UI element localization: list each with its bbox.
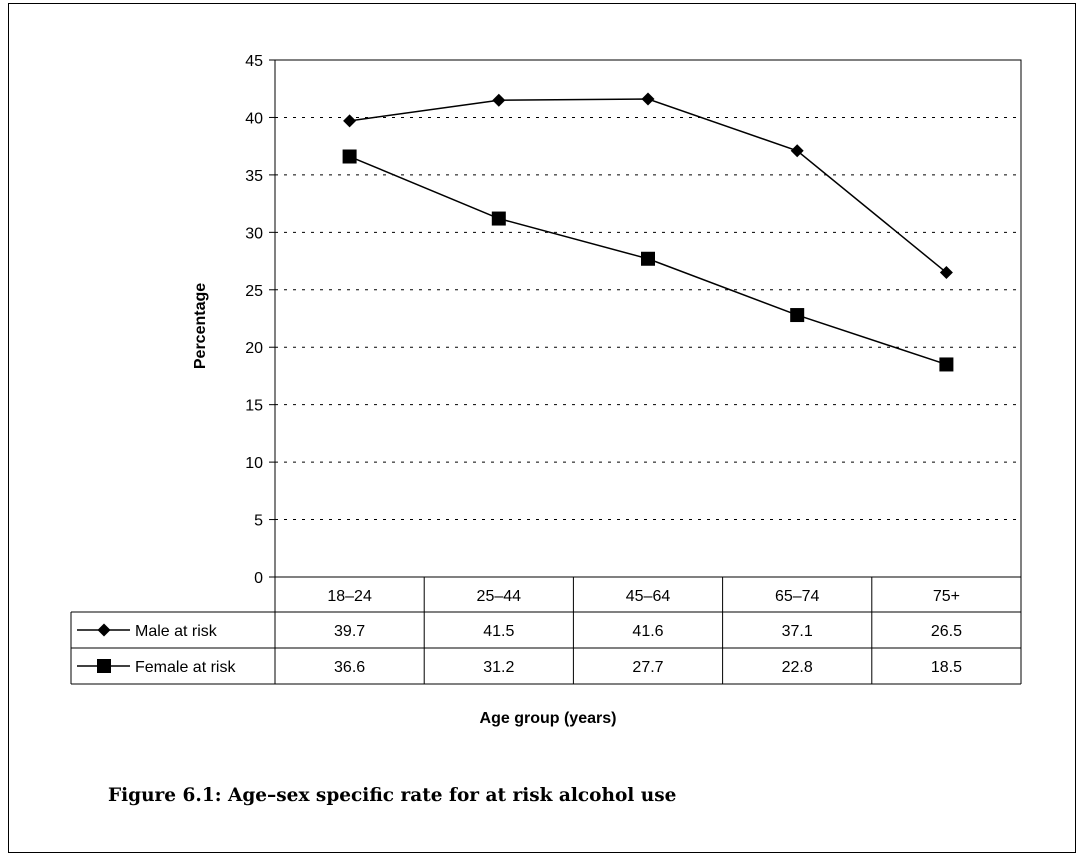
legend-key-marker: [97, 623, 111, 637]
legend-label: Male at risk: [135, 623, 218, 640]
data-label: 39.7: [334, 623, 365, 640]
y-tick-label: 25: [245, 283, 263, 300]
y-axis-title: Percentage: [192, 283, 209, 369]
data-point: [641, 251, 655, 266]
figure-caption: Figure 6.1: Age–sex specific rate for at…: [108, 785, 677, 806]
data-label: 37.1: [782, 623, 813, 640]
category-label: 75+: [933, 588, 960, 605]
data-label: 27.7: [632, 659, 663, 676]
x-axis-title: Age group (years): [480, 710, 617, 727]
y-tick-label: 15: [245, 398, 263, 415]
data-label: 26.5: [931, 623, 962, 640]
y-tick-label: 10: [245, 455, 263, 472]
category-label: 18–24: [327, 588, 372, 605]
category-label: 25–44: [477, 588, 522, 605]
data-point: [342, 149, 357, 164]
data-label: 31.2: [483, 659, 514, 676]
plot-area: [274, 59, 1022, 578]
y-tick-label: 45: [245, 53, 263, 70]
data-point: [491, 211, 506, 226]
data-label: 22.8: [782, 659, 813, 676]
category-label: 45–64: [626, 588, 671, 605]
data-point: [641, 92, 655, 106]
legend-label: Female at risk: [135, 659, 236, 676]
y-tick-label: 30: [245, 225, 263, 242]
data-point: [790, 308, 805, 323]
y-tick-label: 5: [254, 513, 263, 530]
data-point: [343, 114, 357, 128]
y-tick-label: 35: [245, 168, 263, 185]
data-point: [492, 93, 506, 107]
y-tick-label: 0: [254, 570, 263, 587]
data-label: 41.6: [632, 623, 663, 640]
legend-key-marker: [97, 659, 111, 673]
y-tick-label: 20: [245, 340, 263, 357]
data-label: 41.5: [483, 623, 514, 640]
y-tick-label: 40: [245, 110, 263, 127]
category-label: 65–74: [775, 588, 820, 605]
data-point: [790, 144, 804, 158]
data-point: [939, 357, 954, 372]
data-label: 18.5: [931, 659, 962, 676]
series-line: [349, 98, 947, 274]
data-point: [939, 266, 953, 280]
data-label: 36.6: [334, 659, 365, 676]
line-chart: 0 5 10 15 20 25 30 35 40 45 18–24 25–44 45–64 65–74 75…: [70, 53, 1022, 727]
